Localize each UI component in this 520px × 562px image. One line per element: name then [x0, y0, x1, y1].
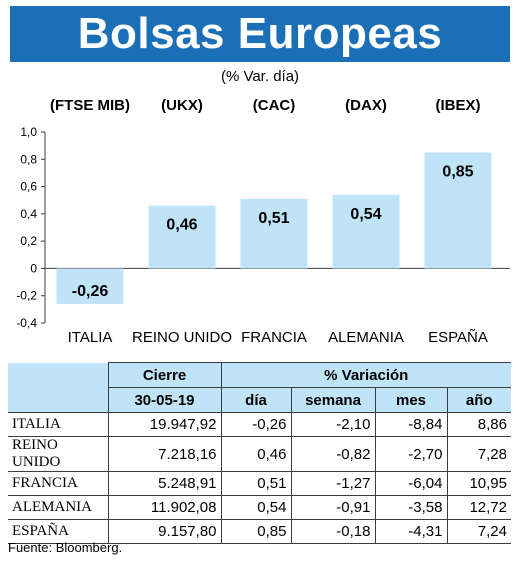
- table-row: ITALIA 19.947,92 -0,26 -2,10 -8,84 8,86: [8, 412, 511, 437]
- category-label: ITALIA: [68, 329, 113, 346]
- row-value: -8,84: [374, 412, 448, 437]
- header-cierre: Cierre: [107, 362, 222, 388]
- row-country: REINO UNIDO: [8, 436, 109, 472]
- category-label: FRANCIA: [241, 329, 307, 346]
- row-value: 8,86: [446, 412, 511, 437]
- header-variacion: % Variación: [220, 362, 511, 388]
- row-value: 7,28: [446, 436, 511, 472]
- bar-value-label: 0,54: [350, 206, 381, 223]
- table-row: ESPAÑA 9.157,80 0,85 -0,18 -4,31 7,24: [8, 519, 511, 544]
- row-value: 12,72: [446, 495, 511, 520]
- row-value: -6,04: [374, 471, 448, 496]
- row-value: 11.902,08: [107, 495, 222, 520]
- y-tick-label: -0,2: [16, 289, 37, 303]
- row-value: 19.947,92: [107, 412, 222, 437]
- bar-value-label: -0,26: [72, 283, 109, 300]
- variation-table: Cierre % Variación 30-05-19 día semana mes a…: [8, 362, 511, 544]
- row-value: -0,91: [290, 495, 376, 520]
- y-tick-label: 0,4: [20, 207, 37, 221]
- row-value: 0,54: [220, 495, 292, 520]
- row-country: ITALIA: [8, 412, 109, 437]
- index-label: (CAC): [253, 97, 296, 114]
- row-country: ESPAÑA: [8, 519, 109, 544]
- source-note: Fuente: Bloomberg.: [8, 540, 123, 555]
- y-tick-label: 1,0: [20, 125, 37, 139]
- y-tick-label: 0,6: [20, 180, 37, 194]
- row-value: -2,70: [374, 436, 448, 472]
- row-value: 0,46: [220, 436, 292, 472]
- index-label: (IBEX): [436, 97, 481, 114]
- bar-value-label: 0,85: [442, 163, 473, 180]
- title-bar: Bolsas Europeas: [10, 6, 510, 62]
- row-value: 5.248,91: [107, 471, 222, 496]
- bar-españa: [424, 152, 492, 269]
- y-tick-label: -0,4: [16, 316, 37, 330]
- table-body: ITALIA 19.947,92 -0,26 -2,10 -8,84 8,86 REINO …: [8, 412, 511, 544]
- row-country: ALEMANIA: [8, 495, 109, 520]
- row-value: -0,82: [290, 436, 376, 472]
- row-value: 9.157,80: [107, 519, 222, 544]
- row-value: -0,26: [220, 412, 292, 437]
- category-label: ESPAÑA: [428, 329, 488, 346]
- row-value: 7,24: [446, 519, 511, 544]
- row-value: 7.218,16: [107, 436, 222, 472]
- sub-header-3: mes: [374, 387, 448, 413]
- row-value: -1,27: [290, 471, 376, 496]
- row-value: -4,31: [374, 519, 448, 544]
- row-value: 10,95: [446, 471, 511, 496]
- category-label: REINO UNIDO: [132, 329, 232, 346]
- row-value: -3,58: [374, 495, 448, 520]
- index-label: (DAX): [345, 97, 387, 114]
- header-blank: [8, 362, 109, 413]
- variation-table-wrap: Cierre % Variación 30-05-19 día semana mes a…: [8, 362, 511, 544]
- sub-header-4: año: [446, 387, 511, 413]
- row-value: 0,51: [220, 471, 292, 496]
- page-title: Bolsas Europeas: [77, 9, 443, 58]
- row-value: 0,85: [220, 519, 292, 544]
- sub-header-2: semana: [290, 387, 376, 413]
- table-row: REINO UNIDO 7.218,16 0,46 -0,82 -2,70 7,28: [8, 436, 511, 472]
- index-label: (UKX): [161, 97, 203, 114]
- y-tick-label: 0,8: [20, 152, 37, 166]
- y-tick-label: 0: [30, 261, 37, 275]
- y-tick-label: 0,2: [20, 234, 37, 248]
- bar-value-label: 0,46: [166, 217, 197, 234]
- table-row: ALEMANIA 11.902,08 0,54 -0,91 -3,58 12,72: [8, 495, 511, 520]
- bar-italia: [56, 268, 124, 304]
- bar-value-label: 0,51: [258, 210, 289, 227]
- bar-reino-unido: [148, 205, 216, 269]
- bar-chart: 1,0 0,8 0,6 0,4 0,2 0 -0,2 -0,4 -0,26 (FTSE MIB) I…: [16, 97, 510, 346]
- index-label: (FTSE MIB): [50, 97, 130, 114]
- bar-francia: [240, 198, 308, 269]
- category-label: ALEMANIA: [328, 329, 404, 346]
- sub-header-1: día: [220, 387, 292, 413]
- sub-header-row: 30-05-19 día semana mes año: [8, 387, 511, 413]
- table-row: FRANCIA 5.248,91 0,51 -1,27 -6,04 10,95: [8, 471, 511, 496]
- chart-subtitle: (% Var. día): [220, 68, 300, 85]
- row-value: -2,10: [290, 412, 376, 437]
- bar-alemania: [332, 194, 400, 269]
- sub-header-0: 30-05-19: [107, 387, 222, 413]
- row-value: -0,18: [290, 519, 376, 544]
- row-country: FRANCIA: [8, 471, 109, 496]
